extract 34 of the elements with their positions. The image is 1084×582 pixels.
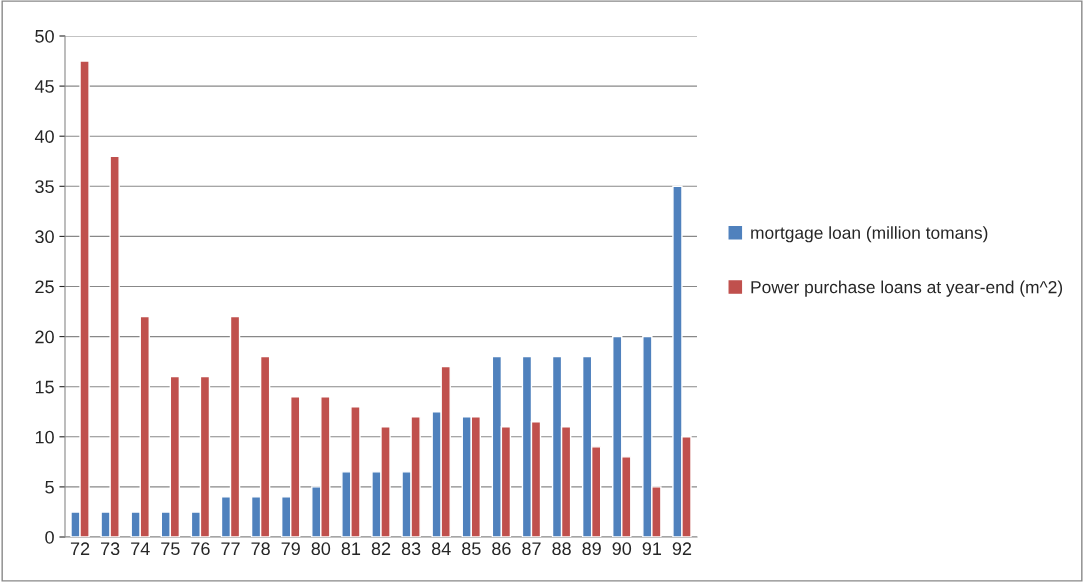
x-tick-label: 87 [522, 542, 541, 556]
x-tick-label: 83 [401, 542, 421, 556]
legend-label: mortgage loan (million tomans) [751, 226, 988, 243]
x-tick-label: 80 [311, 542, 331, 556]
y-tick-label: 10 [35, 430, 54, 444]
x-tick-label: 72 [70, 542, 90, 555]
legend-label: Power purchase loans at year-end (m^2) [751, 280, 1063, 297]
x-tick-label: 73 [101, 542, 120, 556]
y-tick-label: 30 [35, 230, 54, 244]
x-tick-label: 92 [672, 542, 692, 556]
x-tick-label: 84 [431, 542, 451, 556]
x-tick-label: 82 [371, 542, 391, 556]
x-tick-label: 79 [281, 542, 300, 556]
y-tick-label: 45 [34, 80, 54, 93]
y-tick-label: 20 [35, 330, 54, 344]
x-tick-label: 77 [221, 542, 240, 555]
x-tick-label: 74 [131, 542, 150, 555]
y-tick-label: 35 [35, 180, 54, 194]
x-tick-label: 75 [161, 542, 180, 556]
x-tick-label: 90 [612, 542, 632, 556]
x-tick-label: 81 [341, 542, 361, 556]
x-tick-label: 88 [552, 542, 571, 556]
x-tick-label: 91 [642, 542, 662, 556]
y-tick-label: 40 [34, 130, 54, 143]
y-tick-label: 25 [35, 280, 54, 294]
x-tick-label: 76 [191, 542, 210, 556]
x-tick-label: 85 [462, 542, 481, 556]
y-tick-label: 50 [35, 29, 54, 43]
x-tick-label: 86 [492, 542, 511, 556]
x-tick-label: 89 [582, 542, 601, 556]
y-tick-label: 15 [35, 380, 54, 394]
y-tick-label: 0 [45, 530, 54, 544]
x-tick-label: 78 [251, 542, 270, 556]
y-tick-label: 5 [45, 481, 54, 494]
